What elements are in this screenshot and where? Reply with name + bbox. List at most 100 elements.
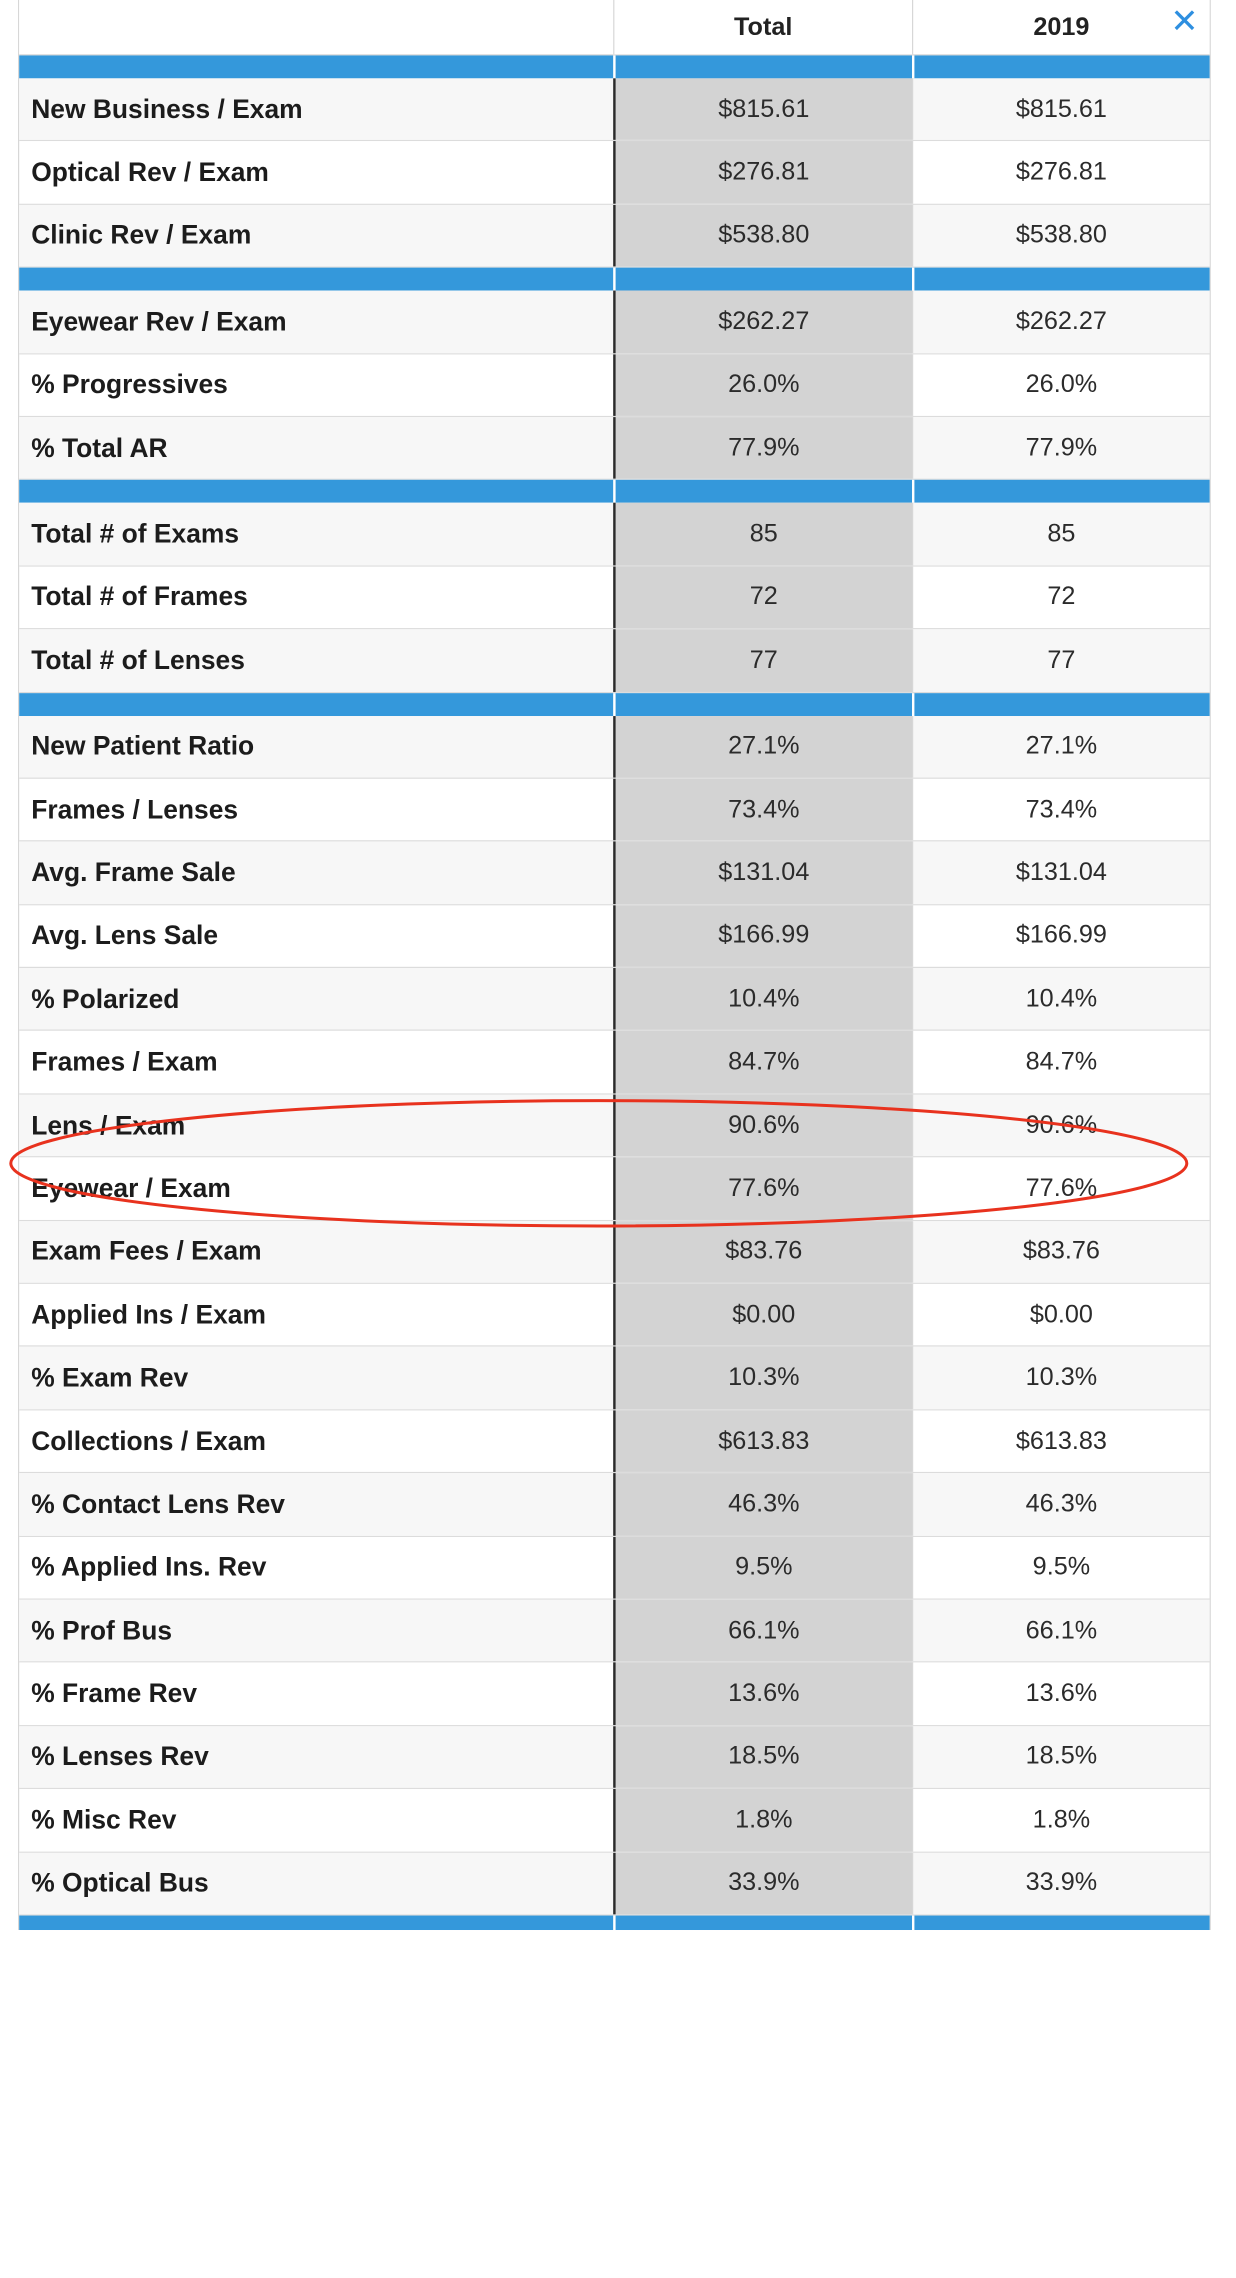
- table-row: % Prof Bus 66.1% 66.1%: [19, 1599, 1210, 1663]
- row-2019-value: 85: [912, 503, 1210, 566]
- row-2019-value: 10.4%: [912, 968, 1210, 1031]
- row-2019-value: 77.6%: [912, 1157, 1210, 1220]
- row-2019-value: 26.0%: [912, 353, 1210, 416]
- row-total-value: 1.8%: [613, 1789, 913, 1852]
- table-row: % Lenses Rev 18.5% 18.5%: [19, 1725, 1210, 1790]
- row-label: Total # of Frames: [31, 581, 248, 612]
- row-2019-value: $613.83: [912, 1410, 1210, 1473]
- row-total-value: 26.0%: [613, 353, 913, 416]
- row-2019-value: $0.00: [912, 1283, 1210, 1346]
- row-group: New Patient Ratio 27.1% 27.1% Frames / Lens…: [19, 715, 1210, 1916]
- row-total-value: 46.3%: [613, 1473, 913, 1536]
- table-row: Frames / Lenses 73.4% 73.4%: [19, 778, 1210, 842]
- row-2019-value: 9.5%: [912, 1536, 1210, 1599]
- separator-segment: [912, 55, 1210, 79]
- row-2019-value: 10.3%: [912, 1347, 1210, 1410]
- row-total-value: 85: [613, 503, 913, 566]
- row-total-value: $0.00: [613, 1283, 913, 1346]
- table-row: Lens / Exam 90.6% 90.6%: [19, 1094, 1210, 1158]
- separator-segment: [912, 692, 1210, 716]
- header-total[interactable]: Total: [613, 0, 913, 55]
- row-label: Avg. Lens Sale: [31, 920, 219, 951]
- row-total-value: 72: [613, 566, 913, 629]
- row-label: % Optical Bus: [19, 1852, 614, 1915]
- separator-segment: [912, 480, 1210, 504]
- separator-segment: [19, 267, 614, 291]
- table-row: Total # of Exams 85 85: [19, 503, 1210, 567]
- row-2019-value: 46.3%: [912, 1473, 1210, 1536]
- table-row: Exam Fees / Exam $83.76 $83.76: [19, 1220, 1210, 1284]
- table-row: % Misc Rev 1.8% 1.8%: [19, 1789, 1210, 1853]
- row-label: New Business / Exam: [19, 78, 614, 141]
- row-label: Optical Rev / Exam: [31, 156, 269, 187]
- row-total-value: 18.5%: [613, 1725, 913, 1788]
- row-label: % Progressives: [31, 369, 228, 400]
- row-total-value: $613.83: [613, 1410, 913, 1473]
- row-2019-value: $83.76: [912, 1220, 1210, 1283]
- row-2019-value: 1.8%: [912, 1789, 1210, 1852]
- table-row: % Progressives 26.0% 26.0%: [19, 353, 1210, 418]
- table-row: % Frame Rev 13.6% 13.6%: [19, 1662, 1210, 1726]
- row-label: Clinic Rev / Exam: [19, 204, 614, 267]
- row-2019-value: 90.6%: [912, 1094, 1210, 1157]
- row-2019-value: 18.5%: [912, 1725, 1210, 1788]
- table-row: Avg. Lens Sale $166.99 $166.99: [19, 904, 1210, 969]
- row-label: % Total AR: [19, 417, 614, 479]
- table-row: Eyewear Rev / Exam $262.27 $262.27: [19, 290, 1210, 354]
- row-total-value: $83.76: [613, 1220, 913, 1283]
- row-label: % Frame Rev: [31, 1678, 198, 1709]
- row-2019-value: $276.81: [912, 141, 1210, 204]
- section-separator: [19, 267, 1210, 291]
- row-2019-value: $262.27: [912, 290, 1210, 353]
- row-total-value: $166.99: [613, 904, 913, 967]
- table-row: Total # of Frames 72 72: [19, 566, 1210, 630]
- row-total-value: 77.9%: [613, 417, 913, 479]
- row-total-value: $276.81: [613, 141, 913, 204]
- row-label: % Misc Rev: [31, 1804, 177, 1835]
- row-2019-value: 84.7%: [912, 1031, 1210, 1094]
- row-total-value: 10.4%: [613, 968, 913, 1031]
- row-label: Lens / Exam: [19, 1094, 614, 1157]
- row-total-value: 13.6%: [613, 1662, 913, 1725]
- table-row: Applied Ins / Exam $0.00 $0.00: [19, 1283, 1210, 1348]
- row-label: New Patient Ratio: [19, 715, 614, 778]
- table-row: Eyewear / Exam 77.6% 77.6%: [19, 1157, 1210, 1221]
- close-icon[interactable]: ✕: [1170, 2, 1199, 40]
- table-row: % Optical Bus 33.9% 33.9%: [19, 1852, 1210, 1916]
- table-row: % Polarized 10.4% 10.4%: [19, 968, 1210, 1032]
- table-header: Total 2019 ✕: [19, 0, 1210, 56]
- row-total-value: 77.6%: [613, 1157, 913, 1220]
- row-2019-value: 13.6%: [912, 1662, 1210, 1725]
- table-row: Avg. Frame Sale $131.04 $131.04: [19, 841, 1210, 905]
- section-separator: [19, 480, 1210, 504]
- row-total-value: 27.1%: [613, 715, 913, 778]
- row-2019-value: $131.04: [912, 841, 1210, 904]
- section-separator: [19, 55, 1210, 79]
- row-label: % Contact Lens Rev: [19, 1473, 614, 1536]
- row-label: % Prof Bus: [19, 1599, 614, 1662]
- separator-segment: [613, 692, 913, 716]
- header-2019[interactable]: 2019: [912, 0, 1210, 55]
- row-label: % Exam Rev: [19, 1347, 614, 1410]
- table-row: % Total AR 77.9% 77.9%: [19, 417, 1210, 481]
- row-total-value: 66.1%: [613, 1599, 913, 1662]
- section-separator: [19, 1915, 1210, 1930]
- row-2019-value: 73.4%: [912, 778, 1210, 841]
- section-separator: [19, 692, 1210, 716]
- row-total-value: 33.9%: [613, 1852, 913, 1915]
- table-row: Frames / Exam 84.7% 84.7%: [19, 1031, 1210, 1095]
- row-label: Eyewear Rev / Exam: [19, 290, 614, 353]
- table-body: New Business / Exam $815.61 $815.61 Optical…: [19, 55, 1210, 1930]
- row-total-value: 10.3%: [613, 1347, 913, 1410]
- row-2019-value: 77.9%: [912, 417, 1210, 479]
- row-label: Exam Fees / Exam: [19, 1220, 614, 1283]
- table-row: Collections / Exam $613.83 $613.83: [19, 1410, 1210, 1474]
- row-total-value: 77: [613, 629, 913, 692]
- row-total-value: $538.80: [613, 204, 913, 267]
- row-label: Eyewear / Exam: [31, 1172, 231, 1204]
- row-label: Total # of Exams: [19, 503, 614, 566]
- row-total-value: 9.5%: [613, 1536, 913, 1599]
- row-group: Eyewear Rev / Exam $262.27 $262.27% Progre…: [19, 290, 1210, 481]
- row-total-value: 84.7%: [613, 1031, 913, 1094]
